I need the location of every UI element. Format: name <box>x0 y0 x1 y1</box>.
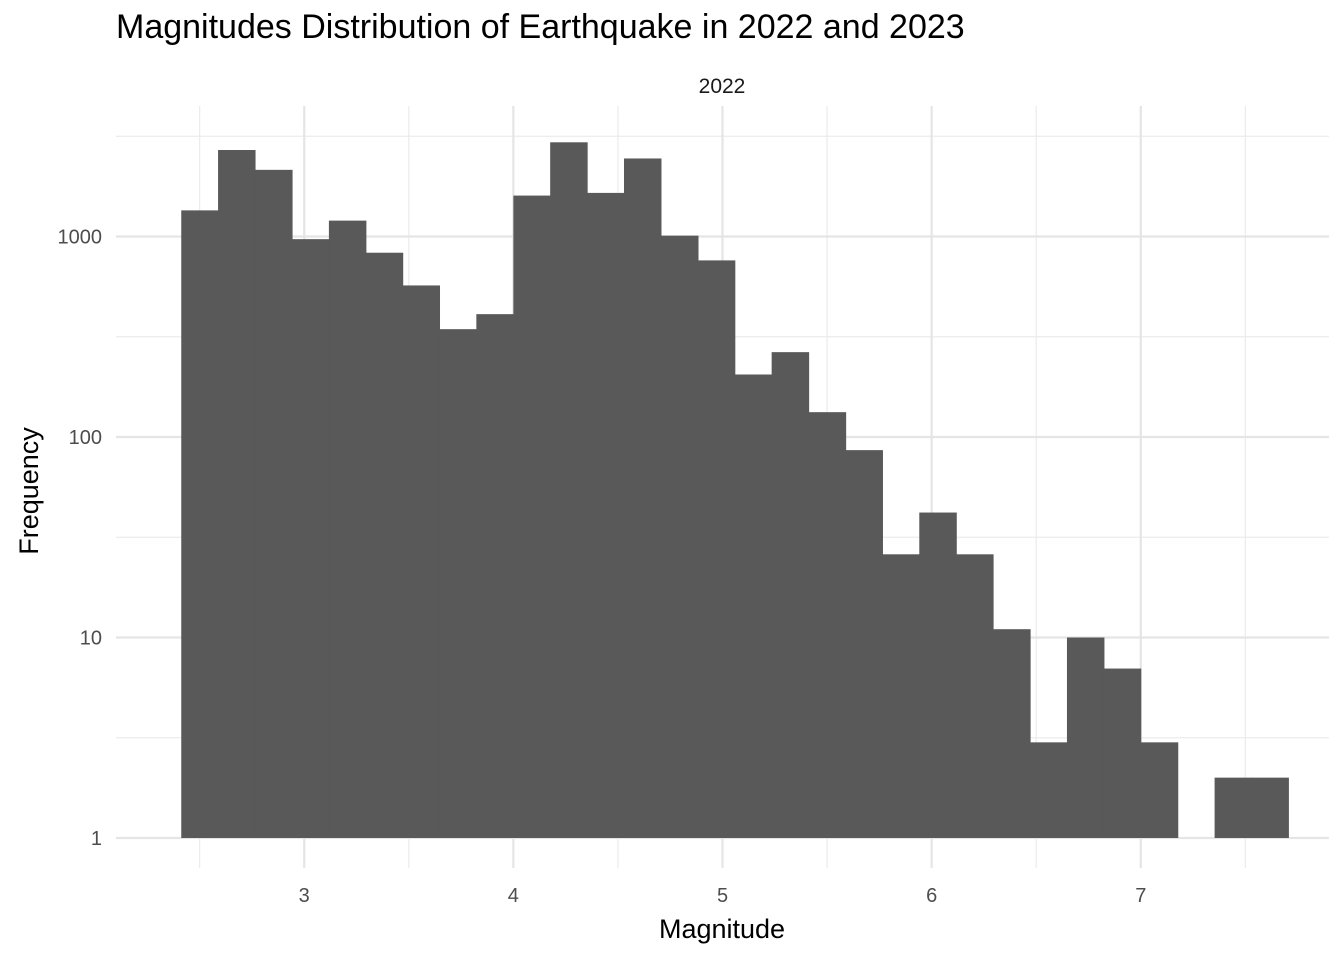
x-tick-label: 7 <box>1135 885 1146 907</box>
histogram-bar <box>255 169 293 839</box>
y-tick-label: 10 <box>80 628 102 650</box>
histogram-bar <box>218 150 256 838</box>
histogram-bar <box>291 239 330 838</box>
histogram-bar <box>1066 637 1105 838</box>
histogram-bar <box>919 512 957 838</box>
histogram-bar <box>1140 742 1179 838</box>
histogram-bar <box>734 374 773 838</box>
histogram-bar <box>439 329 478 838</box>
x-tick-label: 3 <box>299 885 310 907</box>
histogram-bar <box>771 352 810 838</box>
histogram-bar <box>993 629 1031 838</box>
histogram-bar <box>1103 668 1142 838</box>
histogram-bar <box>623 158 662 839</box>
histogram-bar <box>808 412 847 838</box>
histogram-bar <box>402 285 441 838</box>
histogram-bar <box>845 450 883 838</box>
chart-title: Magnitudes Distribution of Earthquake in… <box>116 8 965 46</box>
y-tick-label: 1 <box>91 828 102 850</box>
y-axis-title: Frequency <box>14 427 44 555</box>
histogram-bars <box>181 142 1289 839</box>
x-tick-label: 4 <box>508 885 519 907</box>
histogram-bar <box>1029 742 1068 838</box>
histogram-bar <box>328 220 367 839</box>
histogram-bar <box>181 210 219 839</box>
facet-strip-label: 2022 <box>699 75 746 98</box>
histogram-bar <box>550 142 588 839</box>
y-axis-ticks: 1 10 100 1000 <box>58 227 103 851</box>
histogram-bar <box>365 252 404 838</box>
x-tick-label: 6 <box>926 885 937 907</box>
x-tick-label: 5 <box>717 885 728 907</box>
histogram-bar <box>587 192 625 838</box>
y-tick-label: 1000 <box>58 227 103 249</box>
x-axis-ticks: 3 4 5 6 7 <box>299 885 1147 907</box>
histogram-bar <box>697 260 736 839</box>
histogram-bar <box>476 314 514 838</box>
histogram-bar <box>661 235 699 839</box>
histogram-bar <box>513 195 551 838</box>
y-tick-label: 100 <box>69 427 102 449</box>
x-axis-title: Magnitude <box>659 914 785 944</box>
histogram-bar <box>1251 777 1289 838</box>
histogram-bar <box>882 554 920 838</box>
histogram-bar <box>1214 777 1253 838</box>
histogram-bar <box>956 554 994 838</box>
